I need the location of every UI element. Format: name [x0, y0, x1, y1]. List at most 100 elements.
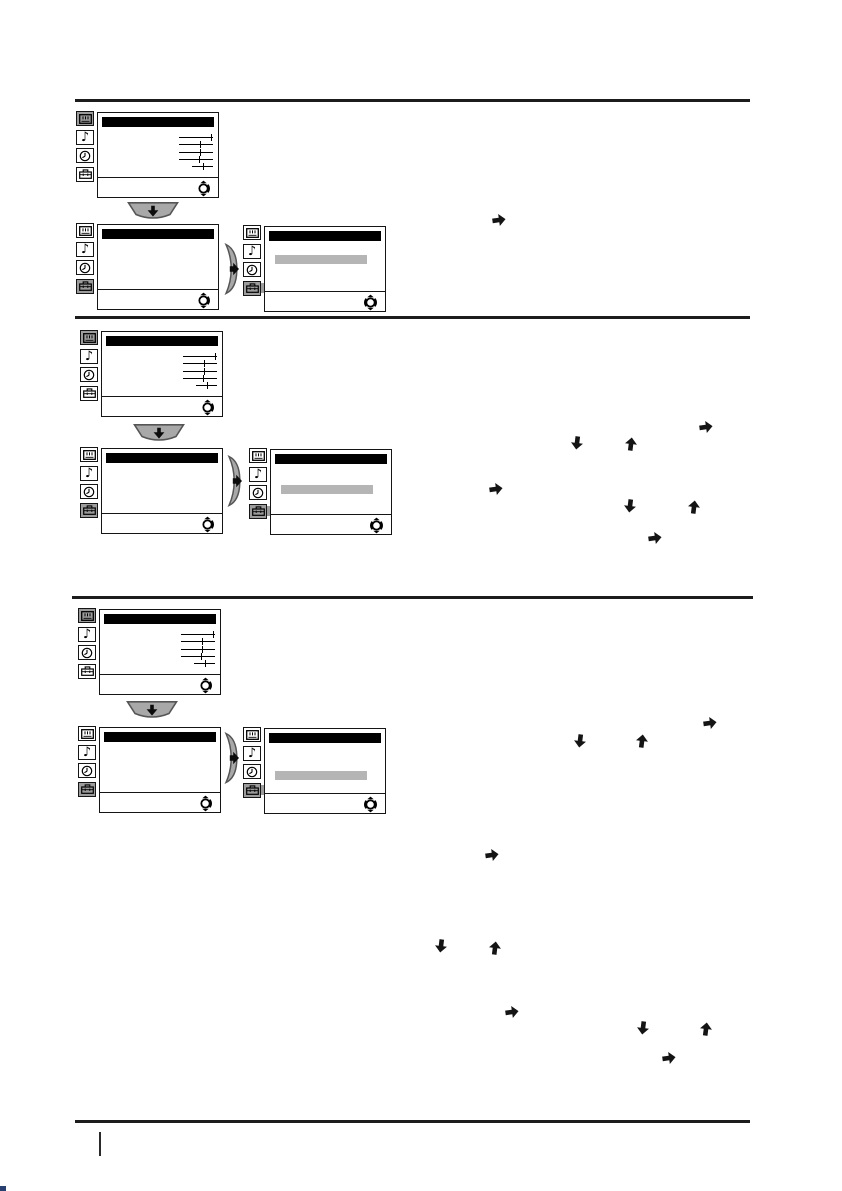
osd-title-bar: [102, 117, 214, 127]
slider-controls: [183, 353, 217, 390]
osd-setup-menu-selected: ♪: [249, 447, 392, 535]
osd-title-bar: [106, 453, 218, 463]
joystick-nav-icon: [197, 795, 214, 812]
osd-screen: [97, 112, 219, 198]
timer-icon: [249, 485, 267, 500]
picture-icon: [243, 727, 261, 742]
pad-down-button: [126, 699, 178, 721]
slider: [179, 141, 213, 149]
picture-icon: [80, 447, 98, 462]
arrow-right-icon: [702, 715, 718, 731]
arrow-right-icon: [504, 1004, 520, 1020]
osd-footer-divider: [98, 177, 218, 178]
pad-down-button: [127, 200, 179, 222]
osd-picture-adjust-menu: ♪: [80, 329, 223, 417]
music-note-glyph: ♪: [247, 243, 257, 259]
slider: [183, 360, 217, 368]
osd-footer-divider: [98, 289, 218, 290]
joystick-nav-icon: [362, 294, 379, 311]
osd-icon-column: ♪: [80, 447, 98, 518]
arrow-down-icon: [433, 938, 449, 954]
slider: [192, 163, 213, 171]
osd-icon-column: ♪: [243, 225, 266, 296]
section-divider-1: [75, 316, 750, 319]
osd-picture-adjust-menu: ♪: [78, 607, 221, 695]
arrow-right-icon: [484, 847, 500, 863]
arrow-down-icon: [622, 498, 638, 514]
setup-icon: [80, 502, 98, 518]
osd-screen: [264, 728, 386, 814]
top-rule: [75, 99, 750, 102]
timer-icon: [80, 484, 98, 499]
osd-body: [265, 743, 385, 794]
joystick-nav-icon: [368, 517, 385, 534]
osd-screen: [101, 448, 223, 534]
osd-icon-column: ♪: [80, 330, 98, 401]
osd-title-bar: [104, 732, 216, 742]
osd-title-bar: [269, 231, 381, 241]
sound-icon: ♪: [243, 243, 261, 259]
pad-right-button: [223, 243, 243, 295]
arrow-right-icon: [698, 419, 714, 435]
section-divider-2: [72, 596, 753, 599]
setup-icon: [78, 663, 96, 679]
picture-icon: [76, 111, 94, 126]
osd-title-bar: [102, 229, 214, 239]
pad-right-button: [226, 455, 246, 507]
timer-icon: [243, 262, 261, 277]
osd-footer-divider: [102, 396, 222, 397]
osd-footer-divider: [100, 674, 220, 675]
osd-body: [271, 464, 391, 515]
osd-setup-menu: ♪: [76, 222, 219, 310]
osd-icon-column: ♪: [76, 223, 94, 294]
timer-icon: [76, 260, 94, 275]
slider: [181, 638, 215, 646]
osd-footer-divider: [265, 793, 385, 794]
osd-footer-divider: [102, 513, 222, 514]
osd-screen: [99, 727, 221, 813]
arrow-down-icon: [635, 1020, 651, 1036]
osd-screen: [97, 224, 219, 310]
arrow-up-icon: [623, 436, 639, 452]
osd-body: [98, 239, 218, 290]
osd-title-bar: [275, 454, 387, 464]
osd-screen: [270, 449, 392, 535]
music-note-glyph: ♪: [84, 465, 94, 481]
sound-icon: ♪: [249, 466, 267, 482]
arrow-right-icon: [647, 530, 663, 546]
osd-screen: [101, 331, 223, 417]
osd-body: [102, 346, 222, 397]
setup-icon: [78, 781, 96, 797]
osd-picture-adjust-menu: ♪: [76, 110, 219, 198]
selected-item-bar: [275, 255, 367, 264]
slider-controls: [181, 631, 215, 668]
music-note-glyph: ♪: [80, 241, 90, 257]
osd-screen: [264, 226, 386, 312]
osd-icon-column: ♪: [78, 608, 96, 679]
music-note-glyph: ♪: [80, 129, 90, 145]
setup-icon: [76, 166, 94, 182]
osd-body: [265, 241, 385, 292]
osd-footer-divider: [271, 514, 391, 515]
slider: [181, 645, 215, 653]
slider: [179, 134, 213, 141]
slider: [181, 652, 215, 660]
slider: [183, 353, 217, 360]
sound-icon: ♪: [78, 744, 96, 760]
bottom-rule: [75, 1120, 750, 1123]
arrow-up-icon: [487, 940, 503, 956]
page-number-tick: [99, 1132, 101, 1156]
osd-title-bar: [106, 336, 218, 346]
arrow-right-icon: [491, 212, 507, 228]
osd-setup-menu: ♪: [80, 446, 223, 534]
slider: [183, 374, 217, 382]
music-note-glyph: ♪: [84, 348, 94, 364]
osd-setup-menu: ♪: [78, 725, 221, 813]
osd-body: [100, 742, 220, 793]
arrow-up-icon: [634, 733, 650, 749]
sound-icon: ♪: [76, 129, 94, 145]
osd-footer-divider: [100, 792, 220, 793]
timer-icon: [78, 763, 96, 778]
